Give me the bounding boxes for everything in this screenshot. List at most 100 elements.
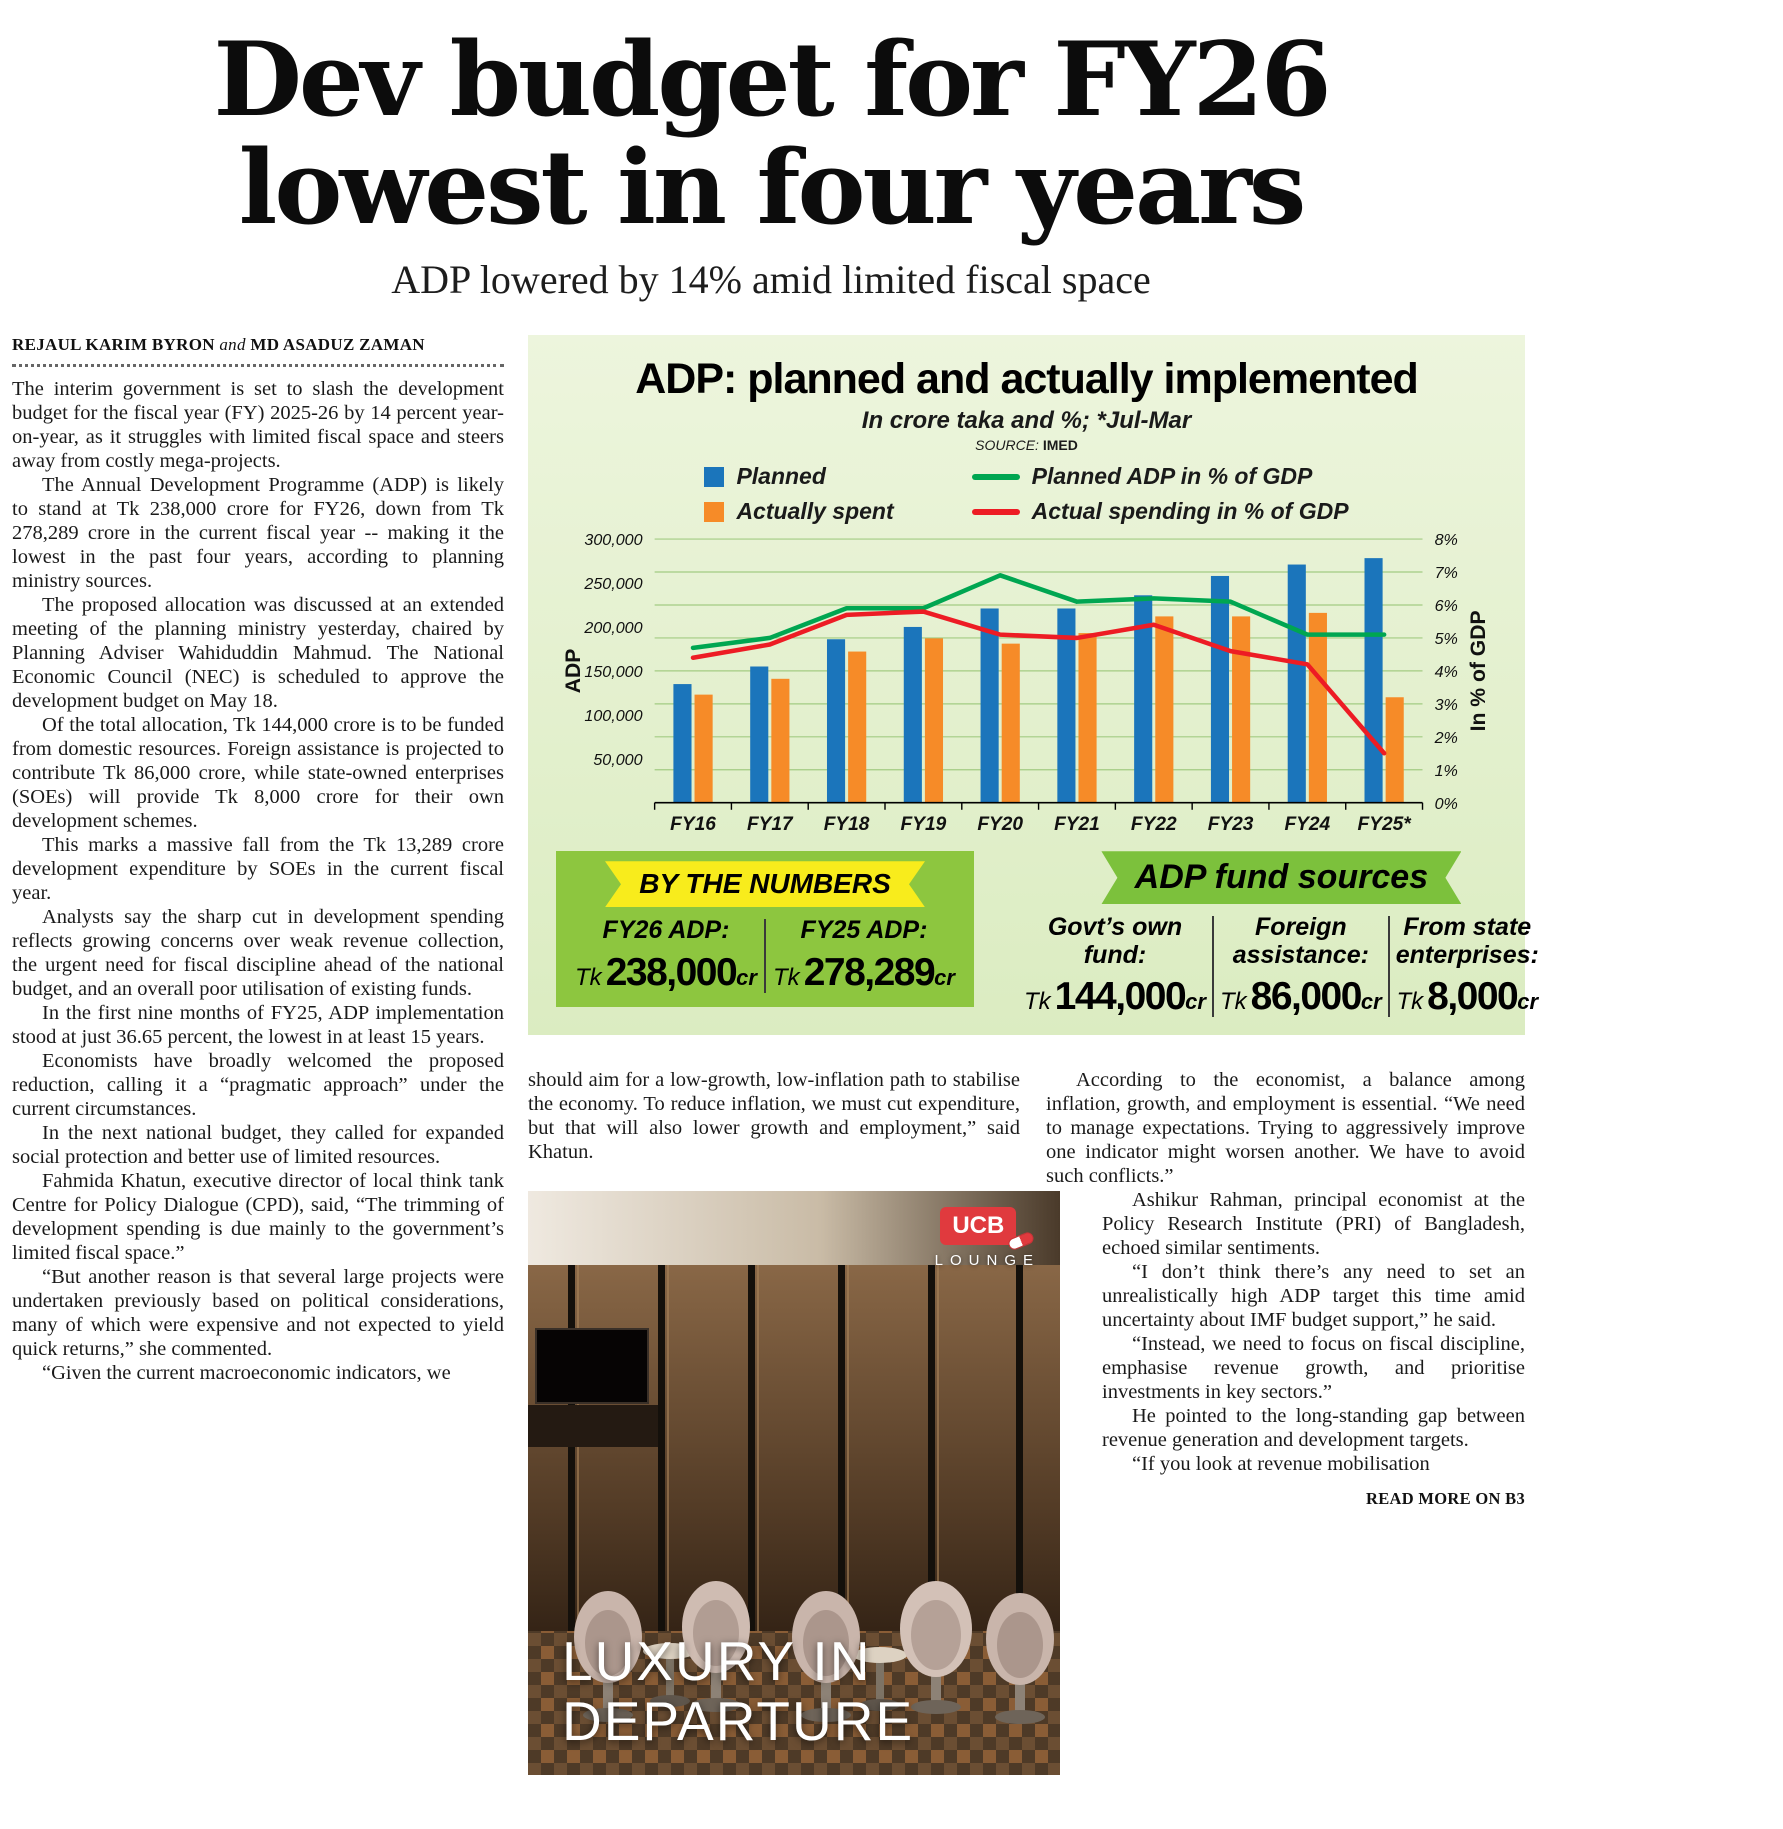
bar-actual-FY25* bbox=[1385, 697, 1404, 803]
legend-label: Actual spending in % of GDP bbox=[1031, 498, 1349, 525]
article-paragraph: According to the economist, a balance am… bbox=[1046, 1069, 1525, 1188]
article-paragraph: should aim for a low-growth, low-inflati… bbox=[528, 1069, 1020, 1164]
bar-actual-FY21 bbox=[1078, 633, 1097, 803]
bar-actual-FY24 bbox=[1308, 613, 1327, 803]
currency-prefix: Tk bbox=[1219, 988, 1247, 1016]
read-more-note: READ MORE ON B3 bbox=[1366, 1488, 1525, 1508]
legend-item-actually-spent: Actually spent bbox=[704, 498, 894, 525]
right-column: According to the economist, a balance am… bbox=[1046, 1069, 1525, 1775]
right-area: ADP: planned and actually implemented In… bbox=[528, 335, 1539, 1776]
bar-planned-FY19 bbox=[903, 627, 922, 803]
infographic-title: ADP: planned and actually implemented bbox=[635, 355, 1419, 404]
bar-actual-FY19 bbox=[924, 638, 944, 803]
article-paragraph: Analysts say the sharp cut in developmen… bbox=[12, 905, 504, 1000]
right-axis-label: 3% bbox=[1435, 696, 1458, 714]
article-paragraph: He pointed to the long-standing gap betw… bbox=[1102, 1404, 1525, 1451]
infographic-source: SOURCE: IMED bbox=[556, 437, 1497, 453]
right-axis-label: 1% bbox=[1435, 762, 1458, 780]
stat-number: 278,289 bbox=[803, 950, 936, 994]
stat-fy25-adp: FY25 ADP: Tk 278,289cr bbox=[766, 917, 962, 995]
unit-suffix: cr bbox=[1185, 989, 1206, 1015]
x-axis-label: FY25* bbox=[1358, 814, 1413, 835]
x-axis-label: FY16 bbox=[670, 814, 716, 835]
legend-item-planned-gdp: Planned ADP in % of GDP bbox=[971, 463, 1349, 490]
planned-swatch-icon bbox=[704, 466, 725, 487]
line-Actual spending in % of GDP bbox=[690, 609, 1387, 756]
line-Planned ADP in % of GDP bbox=[690, 573, 1387, 651]
bar-actual-FY17 bbox=[771, 679, 790, 803]
right-axis-label: 0% bbox=[1435, 795, 1458, 813]
legend-label: Actually spent bbox=[736, 498, 894, 525]
bar-actual-FY20 bbox=[1001, 643, 1020, 803]
article-body: REJAUL KARIM BYRON and MD ASADUZ ZAMAN T… bbox=[12, 335, 1539, 1776]
right-axis-label: 2% bbox=[1434, 729, 1458, 747]
source-value: IMED bbox=[1042, 437, 1078, 454]
ucb-lounge-label: LOUNGE bbox=[934, 1252, 1040, 1270]
legend-label: Planned bbox=[736, 463, 826, 490]
actually-spent-swatch-icon bbox=[704, 501, 725, 522]
source-label: SOURCE: bbox=[975, 437, 1039, 454]
bar-planned-FY16 bbox=[673, 684, 692, 803]
article-paragraph: Of the total allocation, Tk 144,000 cror… bbox=[12, 714, 504, 832]
ucb-brand: UCB bbox=[940, 1207, 1017, 1246]
left-axis-label: 50,000 bbox=[593, 751, 642, 769]
legend-label: Planned ADP in % of GDP bbox=[1031, 463, 1313, 490]
unit-suffix: cr bbox=[1360, 989, 1382, 1015]
bar-actual-FY22 bbox=[1155, 616, 1174, 803]
ad-caption-line2: DEPARTURE bbox=[562, 1689, 915, 1752]
stat-value: Tk 86,000cr bbox=[1220, 975, 1382, 1019]
planned-gdp-line-icon bbox=[971, 473, 1020, 480]
article-paragraph: This marks a massive fall from the Tk 13… bbox=[12, 833, 504, 904]
x-axis-label: FY20 bbox=[977, 814, 1023, 835]
by-the-numbers-stats: FY26 ADP: Tk 238,000cr FY25 ADP: Tk 278,28… bbox=[568, 917, 962, 995]
stat-govt-fund: Govt’s own fund: Tk 144,000cr bbox=[1018, 913, 1212, 1019]
actual-gdp-line-icon bbox=[971, 508, 1020, 515]
ucb-logo-mark: UCB bbox=[935, 1207, 1040, 1252]
adp-infographic: ADP: planned and actually implemented In… bbox=[528, 335, 1539, 1036]
left-axis-label: 150,000 bbox=[584, 663, 642, 681]
article-paragraph: “Instead, we need to focus on fiscal dis… bbox=[1102, 1333, 1525, 1403]
stat-foreign-assistance: Foreign assistance: Tk 86,000cr bbox=[1214, 913, 1388, 1019]
bar-planned-FY17 bbox=[750, 666, 769, 803]
legend-lines-column: Planned ADP in % of GDP Actual spending … bbox=[971, 463, 1349, 525]
headline-line1: Dev budget for FY26 bbox=[213, 20, 1331, 140]
stat-number: 238,000 bbox=[605, 950, 738, 994]
x-axis-label: FY19 bbox=[901, 814, 947, 835]
stat-number: 8,000 bbox=[1427, 975, 1519, 1019]
article-paragraph: The proposed allocation was discussed at… bbox=[12, 594, 504, 713]
middle-column: should aim for a low-growth, low-inflati… bbox=[528, 1069, 1060, 1776]
by-the-numbers-box: BY THE NUMBERS FY26 ADP: Tk 238,000cr FY2… bbox=[556, 851, 974, 1007]
article-header: Dev budget for FY26 lowest in four years… bbox=[12, 26, 1530, 303]
ad-caption: LUXURY IN DEPARTURE bbox=[562, 1631, 915, 1752]
bar-actual-FY18 bbox=[848, 651, 867, 803]
infographic-footer: BY THE NUMBERS FY26 ADP: Tk 238,000cr FY2… bbox=[556, 851, 1539, 1019]
stat-value: Tk 144,000cr bbox=[1024, 975, 1206, 1019]
stat-value: Tk 8,000cr bbox=[1396, 975, 1539, 1019]
stat-divider bbox=[1387, 916, 1390, 1018]
currency-prefix: Tk bbox=[1396, 988, 1424, 1016]
article-paragraph: “If you look at revenue mobilisation bbox=[1132, 1452, 1430, 1475]
stat-number: 144,000 bbox=[1054, 975, 1187, 1019]
ucb-lounge-ad[interactable]: UCB LOUNGE LUXURY IN DEPARTURE bbox=[528, 1191, 1060, 1776]
byline-author2: MD ASADUZ ZAMAN bbox=[250, 335, 425, 355]
left-axis-label: 200,000 bbox=[583, 619, 642, 637]
article-paragraph: Fahmida Khatun, executive director of lo… bbox=[12, 1169, 504, 1264]
byline-author1: REJAUL KARIM BYRON bbox=[12, 335, 215, 355]
headline: Dev budget for FY26 lowest in four years bbox=[12, 26, 1530, 242]
stat-label: From state enterprises: bbox=[1395, 913, 1539, 969]
x-axis-label: FY24 bbox=[1284, 814, 1330, 835]
byline-divider bbox=[12, 364, 504, 368]
subheadline: ADP lowered by 14% amid limited fiscal s… bbox=[391, 257, 1151, 303]
stat-value: Tk 238,000cr bbox=[574, 951, 758, 995]
right-column-wrapped: Ashikur Rahman, principal economist at t… bbox=[1102, 1189, 1525, 1509]
fund-sources-stats: Govt’s own fund: Tk 144,000cr Foreign ass… bbox=[1018, 913, 1545, 1019]
right-axis-label: 5% bbox=[1435, 630, 1458, 648]
x-axis-label: FY18 bbox=[824, 814, 870, 835]
legend-item-actual-gdp: Actual spending in % of GDP bbox=[971, 498, 1349, 525]
unit-suffix: cr bbox=[736, 964, 757, 990]
bar-planned-FY23 bbox=[1210, 576, 1230, 803]
bar-planned-FY20 bbox=[980, 608, 999, 803]
legend-bars-column: Planned Actually spent bbox=[704, 463, 894, 525]
bar-actual-FY16 bbox=[694, 694, 713, 803]
unit-suffix: cr bbox=[934, 964, 955, 990]
